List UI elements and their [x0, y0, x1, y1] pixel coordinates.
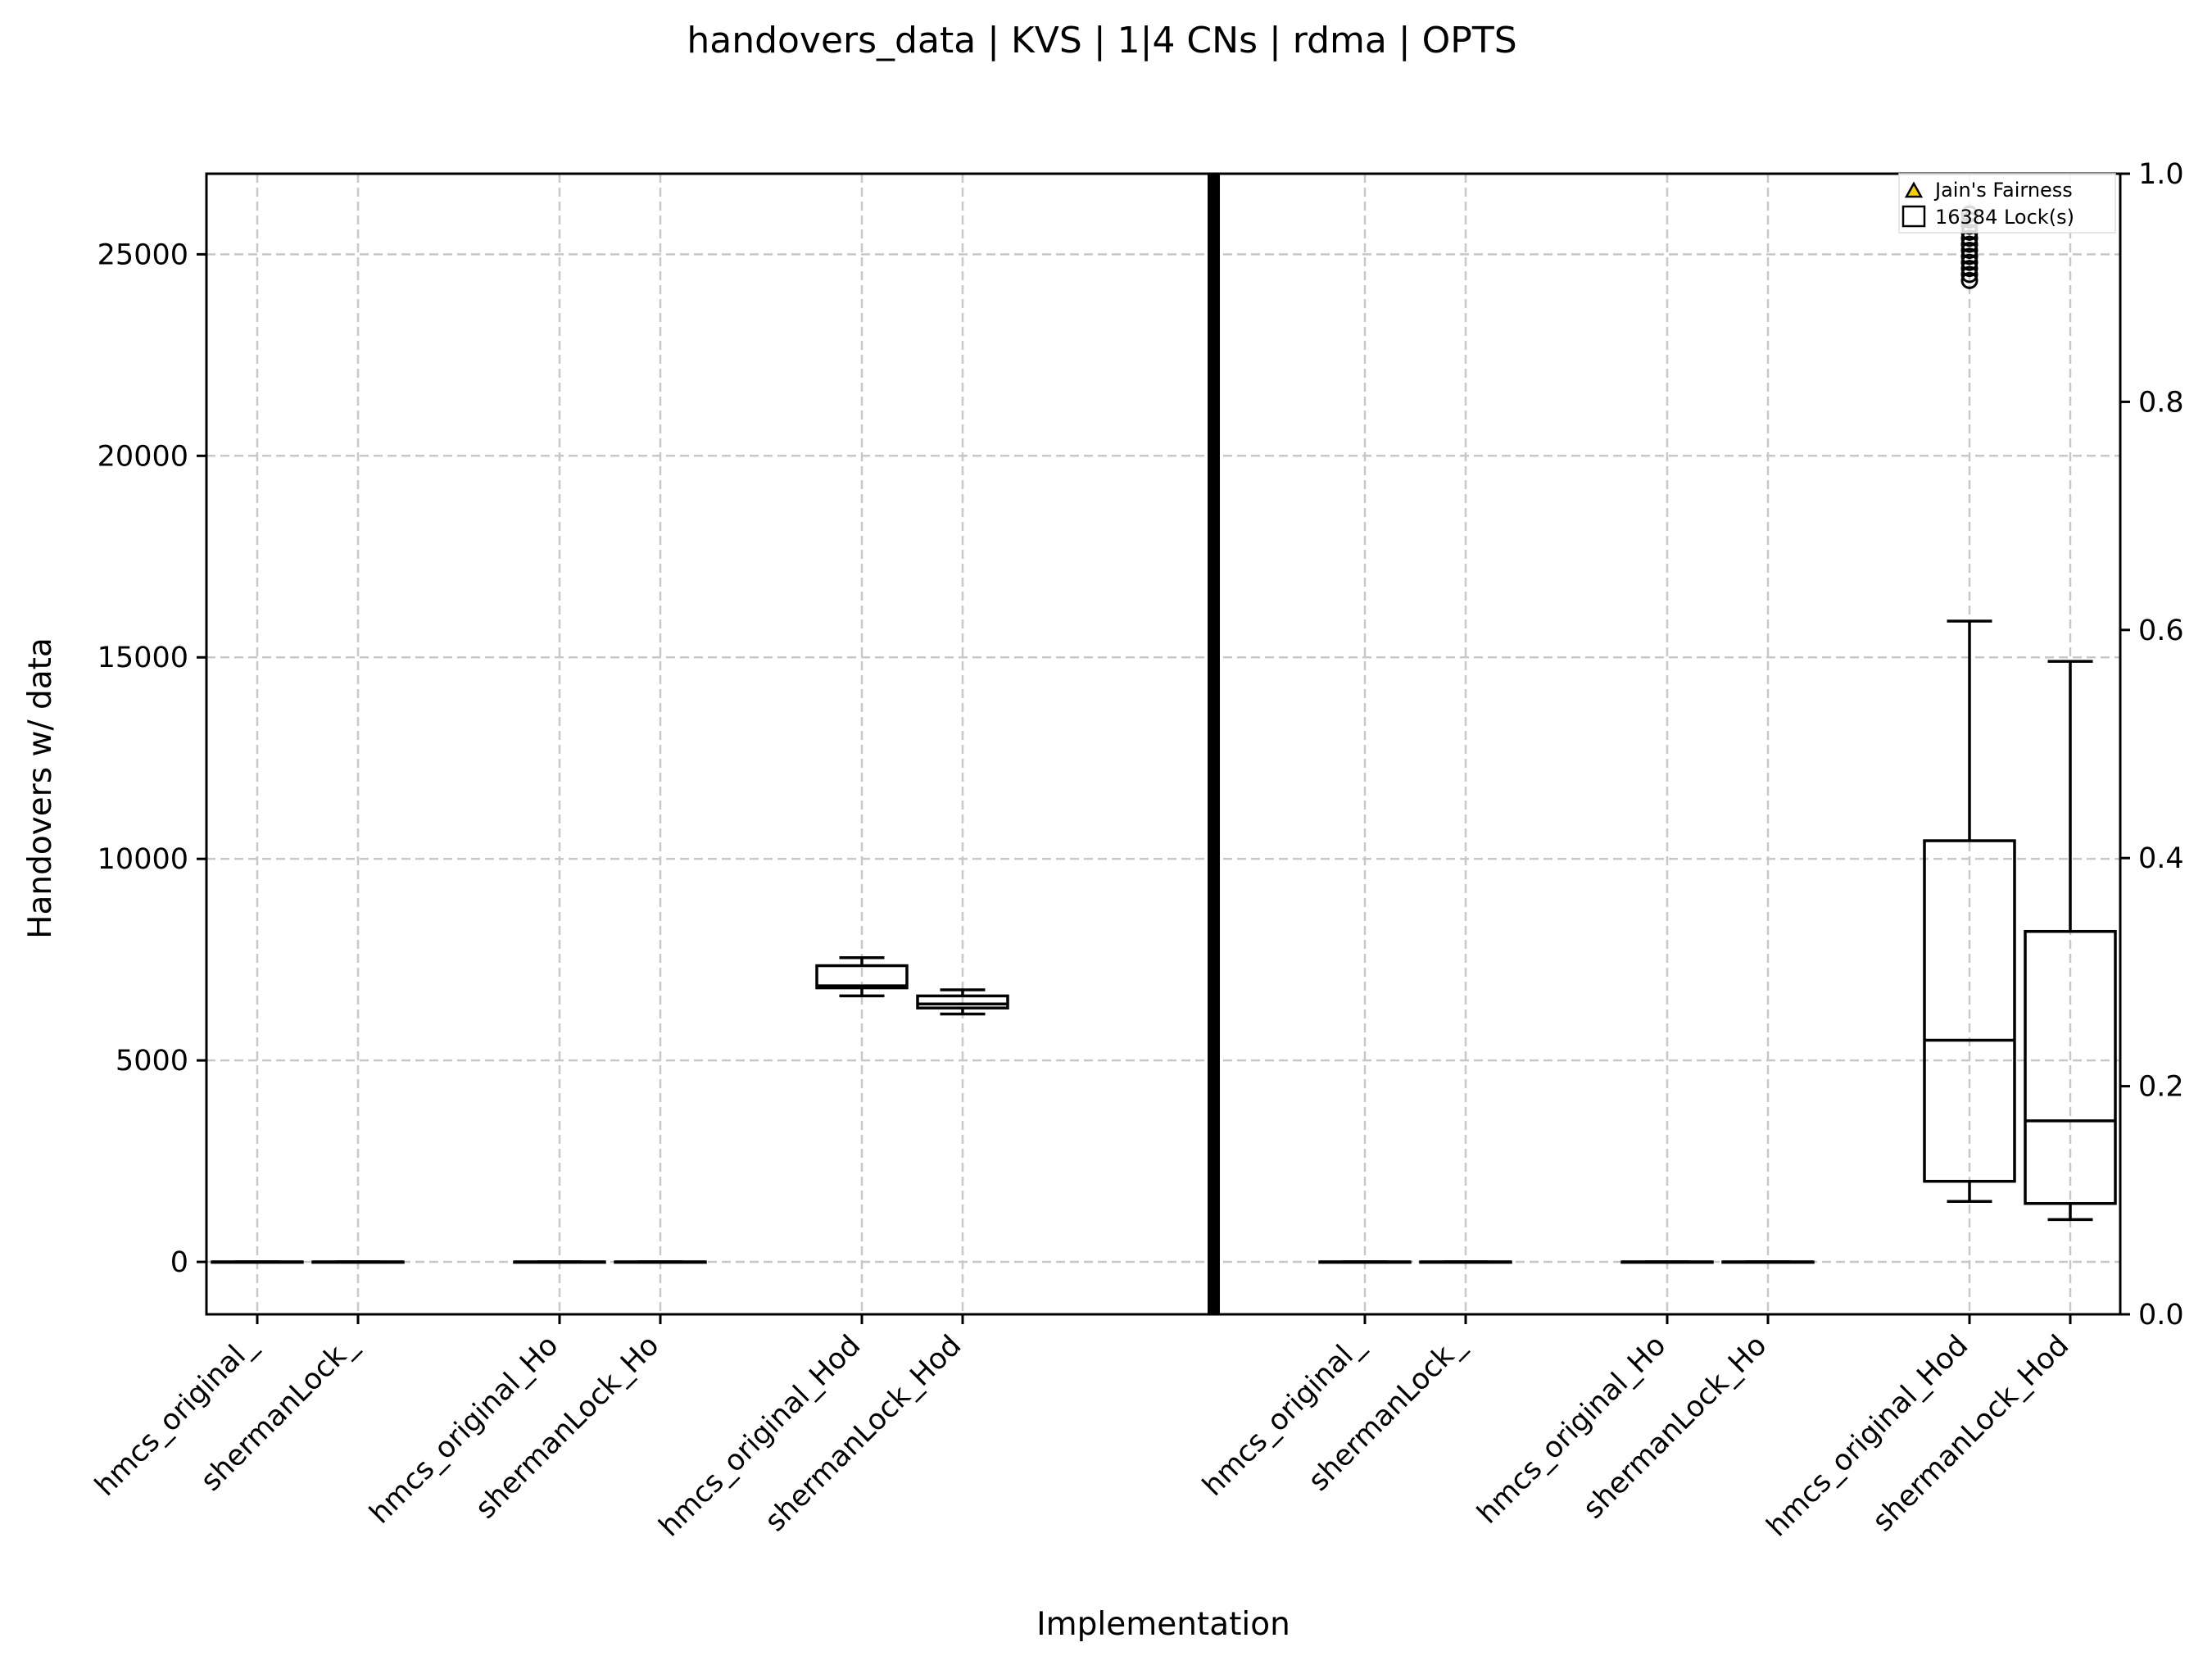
box-body [916, 994, 1009, 1009]
box-flier [1960, 271, 1979, 289]
box-7 [1419, 1260, 1512, 1264]
box-flier [1960, 265, 1979, 284]
y-tick-label: 15000 [97, 642, 188, 674]
x-tick-label: hmcs_original_Hod [1761, 1329, 1974, 1543]
box-flier [1960, 241, 1979, 259]
grid [206, 174, 2120, 1314]
x-axis-label: Implementation [1036, 1606, 1290, 1643]
box-flier [1960, 235, 1979, 253]
box-body [2024, 929, 2117, 1205]
box-flier [1960, 253, 1979, 271]
plot-frame [205, 172, 2122, 1316]
box-series [211, 205, 2117, 1264]
box-8 [1620, 1260, 1714, 1264]
box-flier [1960, 260, 1979, 278]
box-1 [311, 1260, 405, 1264]
box-6 [1318, 1260, 1412, 1264]
box-5 [916, 988, 1009, 1016]
legend-box [1898, 173, 2116, 234]
x-tick-label: shermanLock_Hod [759, 1329, 968, 1538]
legend-label-locks: 16384 Lock(s) [1935, 206, 2074, 229]
x-tick-label: hmcs_original_Hod [653, 1329, 867, 1543]
box-0 [211, 1260, 304, 1264]
y-tick-label: 5000 [116, 1045, 188, 1078]
legend-marker-square [1902, 205, 1926, 228]
box-flier [1960, 247, 1979, 265]
y-tick-label: 0 [170, 1246, 188, 1279]
box-4 [815, 955, 909, 998]
box-9 [1721, 1260, 1815, 1264]
box-2 [513, 1260, 606, 1264]
box-body [815, 964, 909, 990]
y2-tick-label: 0.0 [2138, 1299, 2184, 1332]
y-axis: 0 5000 10000 15000 20000 25000 [97, 238, 206, 1279]
chart-title: handovers_data | KVS | 1|4 CNs | rdma | … [687, 20, 1516, 61]
legend: Jain's Fairness 16384 Lock(s) [1898, 173, 2116, 234]
box-body [1923, 839, 2016, 1183]
y-axis-label: Handovers w/ data [22, 637, 59, 939]
group-separator [1208, 174, 1220, 1314]
y2-tick-label: 0.6 [2138, 615, 2184, 647]
legend-marker-triangle [1904, 181, 1924, 198]
x-tick-label: hmcs_original_Ho [364, 1329, 565, 1531]
x-tick-label: shermanLock_Ho [469, 1329, 665, 1525]
x-tick-label: shermanLock_Ho [1577, 1329, 1773, 1525]
y2-axis: 0.0 0.2 0.4 0.6 0.8 1.0 [2120, 158, 2184, 1332]
box-11 [2024, 660, 2117, 1222]
y-tick-label: 10000 [97, 843, 188, 876]
x-tick-label: hmcs_original_Ho [1471, 1329, 1673, 1531]
y2-tick-label: 0.8 [2138, 386, 2184, 419]
x-tick-label: shermanLock_Hod [1866, 1329, 2075, 1538]
x-axis: hmcs_original_shermanLock_ hmcs_original_… [89, 1314, 2075, 1543]
y2-tick-label: 0.2 [2138, 1071, 2184, 1104]
legend-label-fairness: Jain's Fairness [1933, 179, 2073, 202]
y2-tick-label: 0.4 [2138, 842, 2184, 875]
y-tick-label: 20000 [97, 440, 188, 473]
y2-tick-label: 1.0 [2138, 158, 2184, 191]
box-3 [614, 1260, 707, 1264]
y-tick-label: 25000 [97, 238, 188, 271]
